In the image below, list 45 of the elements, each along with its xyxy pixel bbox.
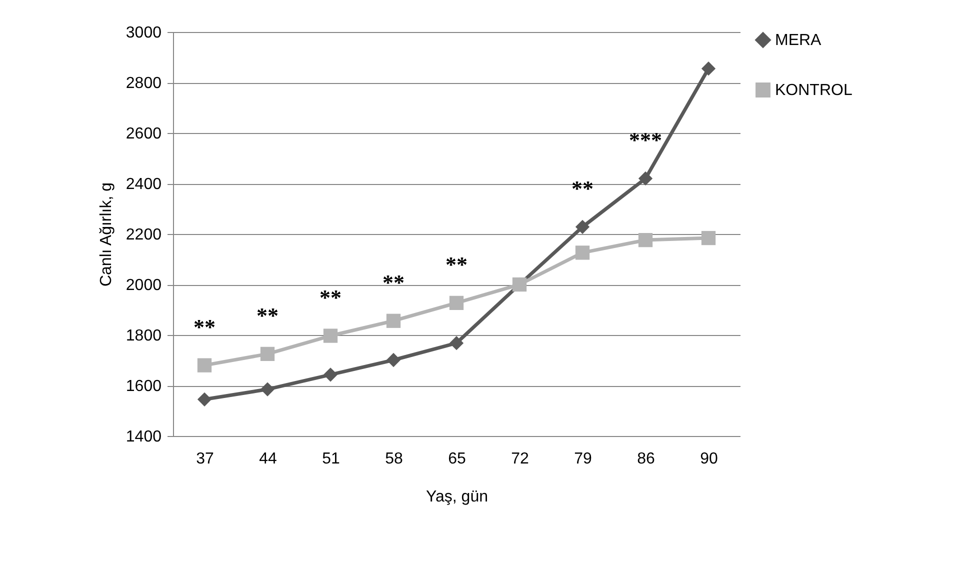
x-tick-label: 51 (322, 450, 340, 468)
x-tick-label: 37 (196, 450, 214, 468)
x-tick-label: 58 (385, 450, 403, 468)
y-tick-label: 2400 (126, 176, 162, 193)
annotation: ** (194, 314, 216, 340)
point (197, 392, 212, 406)
point (701, 230, 716, 246)
x-tick-label: 90 (700, 450, 718, 468)
y-tick-label: 1800 (126, 328, 162, 344)
point (260, 346, 275, 362)
point (386, 352, 401, 368)
x-axis-title: Yaş, gün (426, 488, 488, 506)
point (449, 296, 464, 310)
point (260, 382, 275, 396)
y-tick-label: 3000 (126, 24, 162, 42)
legend-label: KONTROL (775, 82, 852, 99)
y-tick-label: 2800 (126, 75, 162, 92)
point (197, 358, 212, 372)
point (323, 328, 338, 343)
annotation: *** (629, 127, 662, 152)
point (449, 336, 464, 350)
y-tick-label: 1600 (126, 378, 162, 395)
x-tick-label: 65 (448, 450, 466, 468)
x-tick-label: 86 (637, 450, 655, 468)
annotation: ** (256, 302, 278, 328)
annotation: ** (572, 176, 594, 201)
annotation: ** (446, 252, 468, 277)
point (701, 62, 716, 76)
point (386, 314, 401, 328)
x-tick-label: 72 (511, 450, 529, 468)
annotation: ** (382, 270, 404, 295)
legend-label: MERA (775, 32, 822, 49)
x-tick-label: 44 (259, 450, 277, 468)
point (323, 368, 338, 382)
point (638, 232, 653, 248)
y-tick-label: 2200 (126, 226, 162, 244)
y-tick-label: 1400 (126, 428, 162, 446)
point (638, 171, 653, 186)
point (575, 220, 590, 234)
y-axis-title: Canlı Ağırlık, g (98, 182, 115, 287)
point (575, 246, 590, 260)
y-tick-label: 2000 (126, 277, 162, 294)
y-tick-label: 2600 (126, 126, 162, 142)
annotation: ** (320, 284, 342, 310)
x-tick-label: 79 (574, 450, 592, 468)
